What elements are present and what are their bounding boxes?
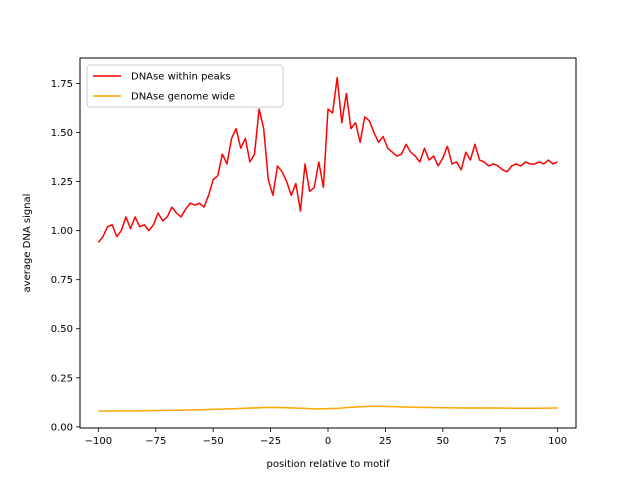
x-tick-label: −25 — [260, 436, 281, 447]
series-line-0 — [97, 76, 558, 243]
y-tick-label: 1.00 — [51, 226, 73, 237]
x-axis-label: position relative to motif — [267, 459, 390, 470]
x-tick-label: 100 — [548, 436, 567, 447]
legend-label-0: DNAse within peaks — [131, 72, 231, 83]
y-tick-label: 1.50 — [51, 128, 73, 139]
x-tick-label: 75 — [494, 436, 507, 447]
x-tick-label: 50 — [436, 436, 449, 447]
legend-box — [86, 64, 284, 108]
x-tick-label: −75 — [145, 436, 166, 447]
legend: DNAse within peaks DNAse genome wide — [86, 64, 284, 108]
series-line-1 — [98, 405, 558, 412]
y-tick-label: 0.00 — [51, 422, 73, 433]
series-layer — [97, 76, 558, 412]
y-tick-label: 0.75 — [51, 275, 73, 286]
x-tick-label: 0 — [325, 436, 331, 447]
y-tick-label: 0.25 — [51, 373, 73, 384]
y-axis-label: average DNA signal — [22, 194, 33, 293]
x-tick-label: −50 — [203, 436, 224, 447]
y-tick-label: 1.25 — [51, 177, 73, 188]
x-tick-label: −100 — [85, 436, 112, 447]
y-tick-label: 0.50 — [51, 324, 73, 335]
x-axis: −100 −75 −50 −25 0 25 50 75 100 — [85, 428, 567, 447]
x-tick-label: 25 — [379, 436, 392, 447]
y-tick-label: 1.75 — [51, 79, 73, 90]
y-axis: 0.00 0.25 0.50 0.75 1.00 1.25 1.50 1.75 — [51, 79, 80, 433]
legend-label-1: DNAse genome wide — [131, 92, 235, 103]
